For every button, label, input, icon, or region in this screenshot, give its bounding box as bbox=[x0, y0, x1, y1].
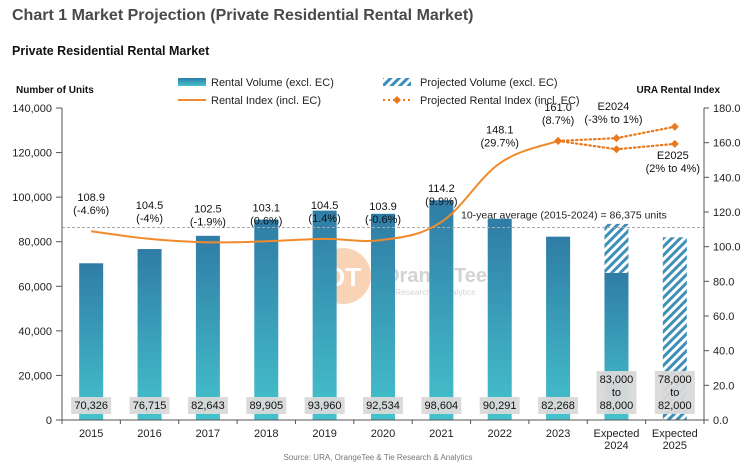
bar-projected-volume bbox=[604, 223, 629, 273]
volume-data-label: 82,268 bbox=[541, 400, 575, 412]
projected-index-marker bbox=[670, 139, 679, 148]
volume-label-box bbox=[596, 371, 637, 414]
y-tick-label: 20,000 bbox=[18, 370, 52, 382]
index-data-label: 103.9 (-0.6%) bbox=[365, 201, 401, 226]
bar-rental-volume bbox=[312, 210, 337, 420]
y2-tick-label: 60.0 bbox=[713, 311, 734, 323]
bar-rental-volume bbox=[546, 236, 571, 420]
bar-rental-volume bbox=[429, 200, 454, 420]
legend-label-projected-volume: Projected Volume (excl. EC) bbox=[420, 77, 558, 89]
projected-index-marker bbox=[612, 134, 621, 143]
volume-label-box bbox=[304, 397, 345, 414]
y2-tick-label: 160.0 bbox=[713, 138, 741, 150]
chart-source: Source: URA, OrangeTee & Tie Research & … bbox=[284, 453, 473, 462]
volume-data-label: 98,604 bbox=[425, 400, 459, 412]
x-tick-label: 2021 bbox=[429, 428, 453, 440]
index-data-label: 108.9 (-4.6%) bbox=[73, 192, 109, 217]
projection-label-2024: E2024 (-3% to 1%) bbox=[584, 101, 642, 126]
legend: Rental Volume (excl. EC) Projected Volum… bbox=[178, 77, 580, 107]
x-tick-label: 2016 bbox=[137, 428, 161, 440]
index-data-label: 103.1 (0.6%) bbox=[250, 202, 282, 227]
bar-rental-volume bbox=[487, 218, 512, 420]
x-tick-label: 2022 bbox=[487, 428, 511, 440]
chart-title: Private Residential Rental Market bbox=[12, 44, 210, 58]
projected-index-marker bbox=[670, 122, 679, 131]
index-data-label: 161.0 (8.7%) bbox=[542, 102, 574, 127]
volume-label-box bbox=[129, 397, 170, 414]
x-tick-label: 2018 bbox=[254, 428, 278, 440]
y-tick-label: 120,000 bbox=[12, 148, 52, 160]
y2-tick-label: 40.0 bbox=[713, 346, 734, 358]
index-data-label: 104.5 (1.4%) bbox=[308, 200, 340, 225]
index-data-label: 114.2 (9.9%) bbox=[425, 183, 457, 208]
x-tick-label: 2017 bbox=[196, 428, 220, 440]
y2-tick-label: 140.0 bbox=[713, 172, 741, 184]
y2-tick-label: 120.0 bbox=[713, 207, 741, 219]
legend-marker-projected-index bbox=[393, 96, 401, 104]
y-axis-title: Number of Units bbox=[16, 85, 94, 96]
y-tick-label: 40,000 bbox=[18, 326, 52, 338]
x-tick-label: 2020 bbox=[371, 428, 395, 440]
volume-label-box bbox=[479, 397, 520, 414]
x-tick-label: 2023 bbox=[546, 428, 570, 440]
volume-label-box bbox=[363, 397, 403, 414]
volume-data-label: 93,960 bbox=[308, 400, 342, 412]
index-data-label: 104.5 (-4%) bbox=[136, 200, 164, 225]
y2-tick-label: 100.0 bbox=[713, 242, 741, 254]
volume-label-box bbox=[421, 397, 462, 414]
bar-rental-volume bbox=[254, 219, 279, 420]
y-tick-label: 60,000 bbox=[18, 281, 52, 293]
y-tick-label: 100,000 bbox=[12, 192, 52, 204]
y2-tick-label: 80.0 bbox=[713, 276, 734, 288]
legend-swatch-rental-volume bbox=[178, 78, 206, 86]
index-data-label: 102.5 (-1.9%) bbox=[190, 203, 226, 228]
watermark: OT OrangeTee Research & Analytics bbox=[315, 248, 487, 304]
x-tick-label: Expected 2024 bbox=[594, 428, 640, 452]
page-title: Chart 1 Market Projection (Private Resid… bbox=[12, 7, 474, 24]
average-label: 10-year average (2015-2024) = 86,375 uni… bbox=[461, 210, 667, 222]
projected-index-marker bbox=[554, 136, 563, 145]
y-tick-label: 140,000 bbox=[12, 103, 52, 115]
legend-label-rental-index: Rental Index (incl. EC) bbox=[211, 95, 321, 107]
volume-data-label: 76,715 bbox=[133, 400, 167, 412]
volume-label-box bbox=[187, 397, 228, 414]
bar-rental-volume bbox=[195, 235, 220, 420]
y2-tick-label: 0.0 bbox=[713, 415, 728, 427]
volume-label-box bbox=[246, 397, 287, 414]
x-tick-label: Expected 2025 bbox=[652, 428, 698, 452]
legend-label-rental-volume: Rental Volume (excl. EC) bbox=[211, 77, 334, 89]
x-tick-label: 2019 bbox=[312, 428, 336, 440]
y-tick-label: 80,000 bbox=[18, 237, 52, 249]
x-tick-label: 2015 bbox=[79, 428, 103, 440]
bar-rental-volume bbox=[137, 249, 162, 420]
y2-axis-title: URA Rental Index bbox=[636, 85, 720, 96]
bar-rental-volume bbox=[79, 263, 104, 420]
volume-data-label: 83,000 to 88,000 bbox=[600, 374, 634, 412]
legend-swatch-projected-volume bbox=[383, 78, 411, 86]
rental-index-line bbox=[91, 139, 559, 244]
y-tick-label: 0 bbox=[46, 415, 52, 427]
legend-label-projected-index: Projected Rental Index (incl. EC) bbox=[420, 95, 580, 107]
y2-tick-label: 180.0 bbox=[713, 103, 741, 115]
volume-data-label: 82,643 bbox=[191, 400, 225, 412]
volume-data-label: 78,000 to 82,000 bbox=[658, 374, 692, 412]
bar-rental-volume bbox=[371, 213, 395, 420]
volume-data-label: 89,905 bbox=[249, 400, 283, 412]
projected-index-marker bbox=[612, 145, 621, 154]
volume-data-label: 90,291 bbox=[483, 400, 517, 412]
volume-data-label: 70,326 bbox=[74, 400, 108, 412]
volume-label-box bbox=[654, 371, 695, 414]
index-data-label: 148.1 (29.7%) bbox=[480, 124, 519, 149]
y2-tick-label: 20.0 bbox=[713, 380, 734, 392]
volume-label-box bbox=[538, 397, 579, 414]
projection-label-2025: E2025 (2% to 4%) bbox=[646, 150, 700, 175]
volume-data-label: 92,534 bbox=[366, 400, 400, 412]
volume-label-box bbox=[71, 397, 112, 414]
